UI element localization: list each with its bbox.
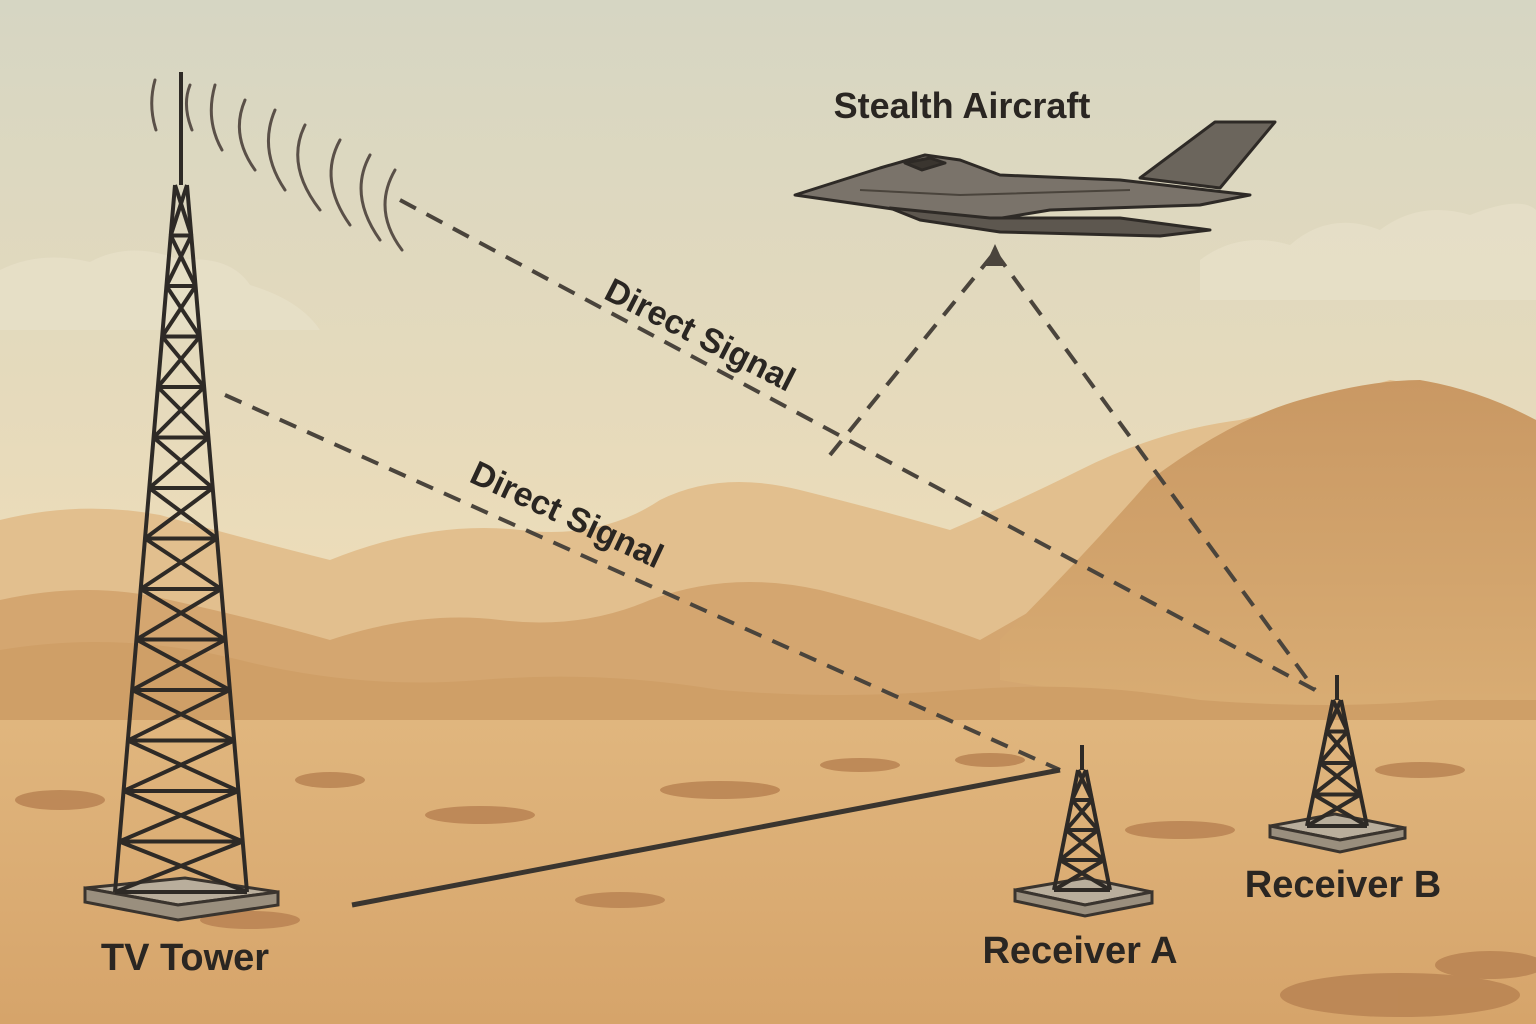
receiver-b <box>1268 675 1407 854</box>
receiver-a-brace <box>1076 769 1094 801</box>
receiver-a-brace <box>1064 828 1106 862</box>
tv-tower-brace <box>173 184 194 237</box>
ground-shrubs <box>15 753 1536 1017</box>
tv-tower-brace <box>164 284 202 338</box>
tv-tower-brace <box>148 486 219 541</box>
aircraft-to-receiver-b-line <box>993 250 1317 692</box>
tv-tower-brace <box>147 435 210 490</box>
receiver-a-brace <box>1064 798 1094 832</box>
aircraft-tail <box>1138 120 1277 190</box>
direct-signal-upper-line <box>399 198 1316 692</box>
desert-floor <box>0 720 1536 1024</box>
tv-tower-brace <box>156 385 210 439</box>
tv-tower-brace <box>160 284 198 338</box>
receiver-a-brace <box>1058 828 1100 862</box>
receiver-a-brace <box>1058 858 1112 892</box>
tv-tower <box>83 72 280 922</box>
stealth-aircraft-icon <box>793 120 1277 238</box>
tv-tower-brace <box>152 435 215 490</box>
receiver-b-brace <box>1318 730 1350 765</box>
right-mountain <box>1000 380 1536 720</box>
tv-tower-brace <box>152 385 206 439</box>
tv-tower-brace <box>168 184 189 237</box>
aircraft-wing <box>888 206 1212 238</box>
receiver-a-brace <box>1070 769 1088 801</box>
ground-reflection-line <box>351 767 1061 908</box>
direct-signal-lower-line <box>224 393 1061 772</box>
receiver-b-brace <box>1312 761 1356 797</box>
receiver-b-brace <box>1318 761 1362 797</box>
receiver-b-brace <box>1305 792 1362 828</box>
tv-tower-brace <box>118 789 240 844</box>
aircraft-arrowhead <box>985 244 1005 266</box>
receiver-b-brace <box>1312 792 1369 828</box>
tower-base-side <box>83 886 280 922</box>
receiver-b-brace <box>1324 730 1356 765</box>
tv-tower-brace <box>139 536 219 591</box>
radio-waves <box>150 78 404 252</box>
tv-tower-brace <box>135 587 223 642</box>
tv-tower-brace <box>143 486 214 541</box>
aircraft-panel-line <box>859 189 1131 196</box>
receiver-a-label: Receiver A <box>982 930 1177 972</box>
tv-tower-brace <box>122 738 235 793</box>
tv-tower-brace <box>160 335 206 389</box>
aircraft-canopy <box>903 156 947 172</box>
receiver-a-brace <box>1052 858 1106 892</box>
receiver-b-brace <box>1324 699 1343 733</box>
signal-paths <box>224 198 1317 772</box>
receiver-b-label: Receiver B <box>1245 864 1441 906</box>
aircraft-label: Stealth Aircraft <box>834 85 1091 126</box>
receiver-b-brace <box>1331 699 1350 733</box>
reflected-to-aircraft-line <box>828 250 997 457</box>
clouds <box>0 203 1536 330</box>
tv-tower-brace <box>156 335 202 389</box>
receiver-a <box>1013 745 1154 918</box>
tv-tower-brace <box>168 234 198 287</box>
tv-tower-brace <box>126 688 231 743</box>
tv-tower-brace <box>135 637 231 692</box>
tv-tower-brace <box>164 234 194 287</box>
tv-tower-brace <box>139 587 227 642</box>
tv-tower-label: TV Tower <box>101 937 269 979</box>
receiver-a-brace <box>1070 798 1100 832</box>
tv-tower-brace <box>114 839 244 894</box>
tv-tower-brace <box>131 637 227 692</box>
tv-tower-brace <box>143 536 223 591</box>
